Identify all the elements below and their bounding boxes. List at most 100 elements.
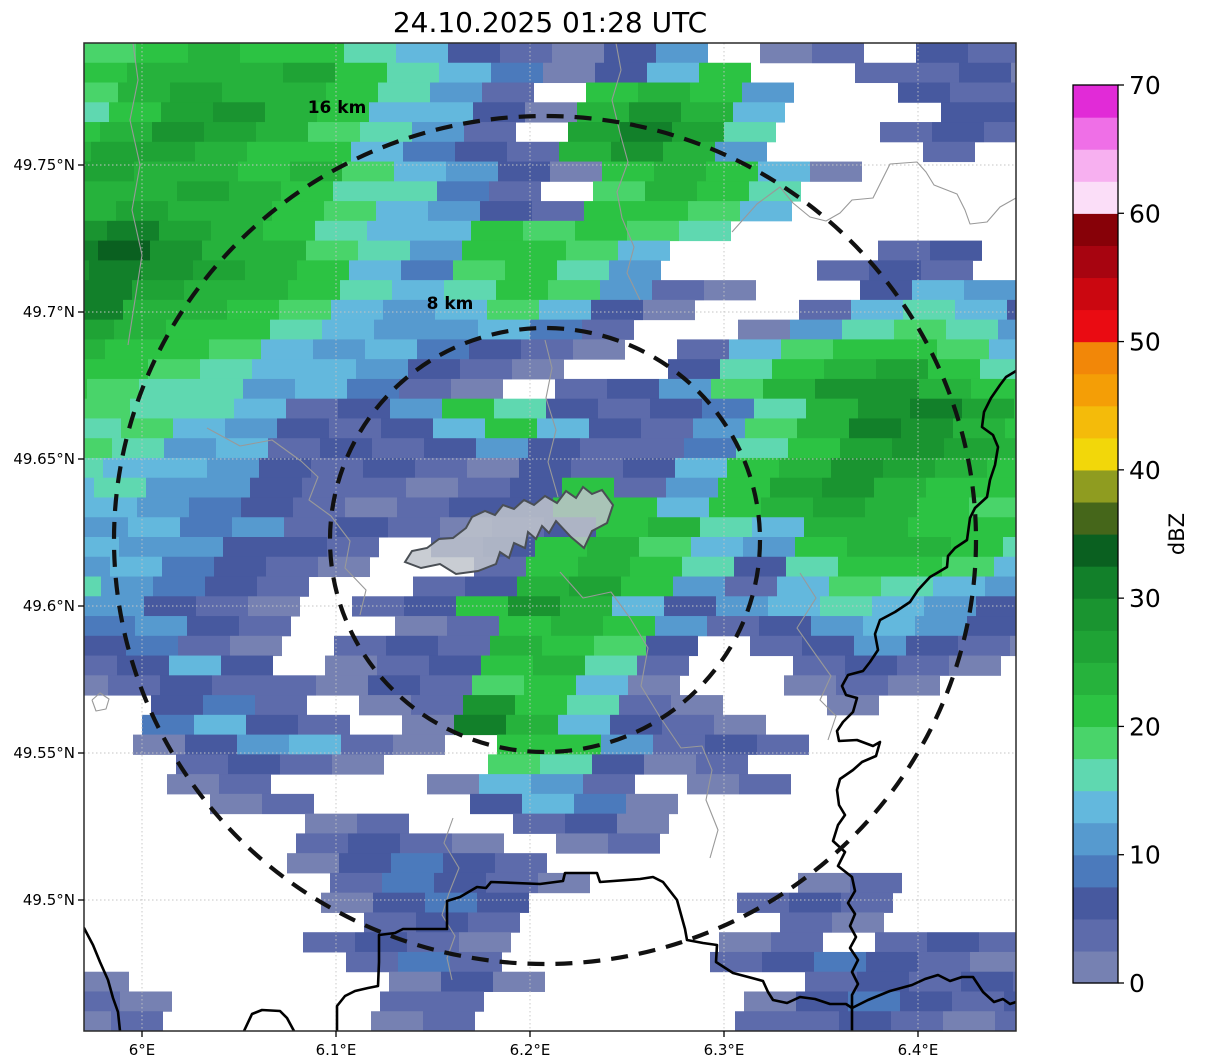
radar-cell <box>118 82 170 103</box>
radar-cell <box>262 793 314 815</box>
radar-cell <box>619 695 671 716</box>
radar-cell <box>933 576 985 597</box>
radar-cell <box>839 1011 891 1031</box>
radar-cell <box>84 675 108 696</box>
radar-cell <box>735 1011 787 1031</box>
colorbar-tick-label: 30 <box>1129 584 1161 613</box>
radar-cell <box>119 537 171 558</box>
radar-cell <box>960 517 1012 538</box>
radar-cell <box>252 359 304 380</box>
radar-cell <box>84 122 100 143</box>
radar-cell <box>812 43 864 64</box>
radar-cell <box>673 576 725 597</box>
colorbar-tick-label: 50 <box>1129 328 1161 357</box>
radar-cell <box>421 102 473 123</box>
radar-cell <box>210 793 262 815</box>
radar-cell <box>578 556 630 578</box>
radar-cell <box>614 477 666 498</box>
radar-cell <box>646 635 698 657</box>
radar-cell <box>103 457 155 479</box>
radar-cell <box>152 122 204 143</box>
y-tick-label: 49.75°N <box>13 156 75 174</box>
radar-cell <box>133 734 185 755</box>
radar-cell <box>429 655 481 676</box>
radar-cell <box>348 833 400 854</box>
radar-cell <box>993 102 1016 123</box>
radar-cell <box>480 201 532 222</box>
radar-cell <box>739 774 791 795</box>
radar-cell <box>439 62 491 84</box>
radar-cell <box>684 438 736 459</box>
radar-echo-layer <box>84 43 1124 1031</box>
radar-cell <box>869 260 921 281</box>
radar-cell <box>84 102 109 123</box>
radar-cell <box>1011 62 1016 84</box>
radar-cell <box>185 734 237 755</box>
radar-cell <box>729 339 781 360</box>
radar-cell <box>644 754 696 775</box>
radar-cell <box>551 616 603 637</box>
radar-cell <box>980 359 1016 380</box>
radar-cell <box>743 537 795 558</box>
radar-cell <box>296 833 348 854</box>
radar-cell <box>297 260 349 281</box>
radar-cell <box>327 537 379 558</box>
radar-cell <box>901 418 953 439</box>
radar-cell <box>84 82 118 103</box>
radar-cell <box>811 616 863 637</box>
radar-cell <box>265 102 317 123</box>
radar-cell <box>148 359 200 380</box>
colorbar-segment <box>1073 566 1118 599</box>
radar-cell <box>630 556 682 578</box>
radar-cell <box>256 122 308 143</box>
radar-cell <box>144 596 196 617</box>
radar-cell <box>657 497 709 518</box>
radar-cell <box>559 141 611 163</box>
radar-cell <box>101 576 153 597</box>
radar-cell <box>643 299 695 321</box>
radar-cell <box>117 655 169 676</box>
radar-cell <box>257 576 309 597</box>
radar-cell <box>690 82 742 103</box>
radar-cell <box>617 813 669 834</box>
radar-cell <box>798 872 850 894</box>
radar-cell <box>321 892 373 913</box>
radar-cell <box>171 537 223 558</box>
radar-cell <box>277 418 329 439</box>
radar-cell <box>336 517 388 538</box>
radar-cell <box>1003 537 1016 558</box>
radar-cell <box>500 43 552 64</box>
radar-cell <box>218 319 270 340</box>
colorbar-segment <box>1073 437 1118 471</box>
radar-cell <box>477 892 529 913</box>
radar-cell <box>967 616 1016 637</box>
axis-tick-labels: 6°E 6.1°E 6.2°E 6.3°E 6.4°E 49.75°N 49.7°N 49.6… <box>13 156 938 1059</box>
radar-cell <box>443 853 495 874</box>
radar-cell <box>539 299 591 321</box>
colorbar-tick-labels: 0 10 20 30 40 50 60 70 <box>1118 71 1161 998</box>
colorbar-segment <box>1073 950 1118 984</box>
radar-cell <box>1072 43 1124 63</box>
radar-cell <box>427 774 479 795</box>
radar-cell <box>602 161 654 182</box>
colorbar-unit-label: dBZ <box>1165 513 1189 555</box>
radar-cell <box>472 675 524 696</box>
radar-cell <box>815 378 867 400</box>
radar-cell <box>777 576 829 597</box>
radar-cell <box>546 398 598 419</box>
radar-cell <box>836 675 888 696</box>
radar-cell <box>435 299 487 321</box>
radar-cell <box>781 339 833 360</box>
radar-cell <box>851 299 903 321</box>
radar-cell <box>96 359 148 380</box>
colorbar-segment <box>1073 662 1118 695</box>
radar-cell <box>603 616 655 637</box>
radar-cell <box>632 438 684 459</box>
radar-cell <box>107 220 159 242</box>
radar-cell <box>761 497 813 518</box>
radar-cell <box>347 378 399 400</box>
radar-cell <box>742 82 794 103</box>
radar-cell <box>438 635 490 657</box>
radar-cell <box>824 359 876 380</box>
river-line <box>127 43 143 346</box>
